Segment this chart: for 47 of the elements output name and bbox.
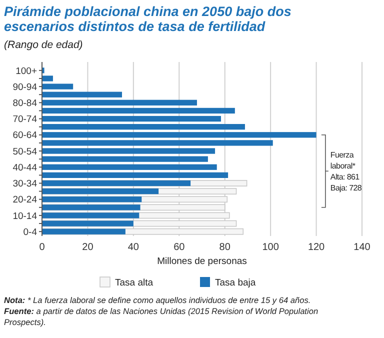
bar: [42, 220, 134, 226]
x-tick-label: 140: [354, 242, 371, 253]
x-tick-label: 40: [128, 242, 140, 253]
bar: [42, 100, 197, 106]
y-tick-label: 10-14: [12, 210, 37, 222]
bar: [42, 140, 273, 146]
y-tick-label: 60-64: [12, 130, 37, 142]
bar: [42, 180, 191, 186]
bar: [42, 228, 126, 234]
y-tick-label: 70-74: [12, 114, 37, 126]
y-tick-label: 40-44: [12, 162, 37, 174]
x-tick-label: 80: [219, 242, 231, 253]
bar: [42, 172, 228, 178]
bar: [42, 204, 140, 210]
bar: [42, 108, 235, 114]
x-axis-title: Millones de personas: [157, 256, 248, 267]
bar: [42, 148, 216, 154]
x-tick-label: 20: [82, 242, 94, 253]
chart-title: Pirámide poblacional china en 2050 bajo dos escenarios distintos de tasa de fertilidad: [4, 4, 292, 34]
bar: [42, 116, 221, 122]
bar: [42, 92, 122, 98]
x-tick-label: 0: [39, 242, 46, 253]
y-tick-label: 90-94: [12, 82, 37, 93]
bar: [42, 76, 53, 82]
source-note: Fuente: a partir de datos de las Naciones Unidas (2015 Revision of World Population Prospects).: [4, 306, 318, 327]
y-tick-label: 100+: [16, 66, 38, 77]
bar: [42, 124, 245, 130]
annotation: Fuerza laboral* Alta: 861 Baja: 728: [330, 150, 362, 192]
text: Nota: * La fuerza laboral se define como aquellos individuos de entre 15 y 64 años.: [4, 295, 311, 305]
bar: [42, 164, 217, 170]
bar: [42, 84, 74, 90]
y-tick-label: 0-4: [23, 226, 37, 238]
y-axis-title: (Rango de edad): [4, 39, 83, 51]
bar: [42, 212, 140, 218]
y-tick-label: 30-34: [12, 178, 37, 190]
bar: [42, 156, 208, 162]
legend-label: Tasa baja: [215, 277, 256, 288]
x-tick-label: 100: [262, 242, 280, 253]
x-tick-label: 120: [308, 242, 326, 253]
bar: [42, 132, 316, 138]
x-tick-label: 60: [174, 242, 186, 253]
bar: [42, 196, 142, 202]
bar: [42, 188, 159, 194]
legend-label: Tasa alta: [115, 277, 154, 288]
y-tick-label: 50-54: [12, 146, 37, 158]
y-tick-label: 20-24: [12, 194, 37, 206]
y-tick-label: 80-84: [12, 98, 37, 109]
